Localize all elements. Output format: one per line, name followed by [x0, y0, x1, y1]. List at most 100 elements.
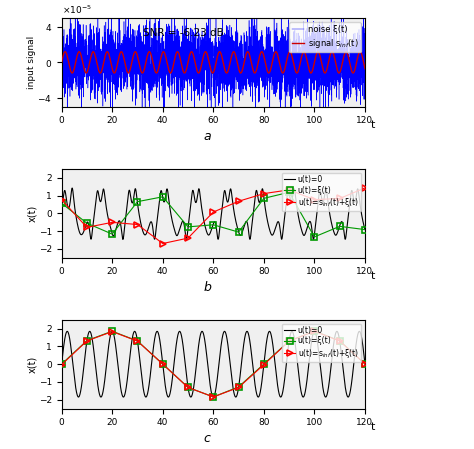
- Text: SNR = -6.23 dB: SNR = -6.23 dB: [143, 28, 223, 38]
- u(t)=0: [338, 220, 344, 225]
- u(t)=s$_{inf}$(t)+ξ(t): [185, 235, 191, 241]
- u(t)=ξ(t): [84, 338, 90, 343]
- u(t)=0: [203, 346, 209, 351]
- u(t)=0: [165, 394, 171, 400]
- u(t)=ξ(t): [286, 338, 292, 343]
- Line: u(t)=0: u(t)=0: [62, 188, 365, 239]
- noise ξ(t): [186, 60, 192, 66]
- Y-axis label: x(t): x(t): [27, 356, 37, 373]
- u(t)=s$_{inf}$(t)+ξ(t): [59, 197, 64, 202]
- u(t)=s$_{inf}$(t)+ξ(t): [160, 361, 165, 367]
- Line: u(t)=s$_{inf}$(t)+ξ(t): u(t)=s$_{inf}$(t)+ξ(t): [59, 185, 368, 247]
- Line: signal s$_{inf}$(t): signal s$_{inf}$(t): [62, 52, 365, 73]
- u(t)=ξ(t): [185, 385, 191, 390]
- Y-axis label: input signal: input signal: [27, 36, 36, 89]
- u(t)=s$_{inf}$(t)+ξ(t): [362, 361, 368, 367]
- u(t)=ξ(t): [109, 231, 115, 237]
- Line: noise ξ(t): noise ξ(t): [62, 0, 365, 120]
- u(t)=s$_{inf}$(t)+ξ(t): [362, 185, 368, 191]
- u(t)=s$_{inf}$(t)+ξ(t): [261, 191, 267, 196]
- u(t)=s$_{inf}$(t)+ξ(t): [185, 385, 191, 390]
- u(t)=ξ(t): [286, 189, 292, 195]
- u(t)=s$_{inf}$(t)+ξ(t): [210, 209, 216, 215]
- Line: u(t)=ξ(t): u(t)=ξ(t): [58, 189, 368, 240]
- Text: a: a: [203, 131, 211, 144]
- u(t)=ξ(t): [337, 224, 343, 229]
- Text: t: t: [371, 422, 375, 432]
- u(t)=s$_{inf}$(t)+ξ(t): [337, 339, 343, 344]
- u(t)=ξ(t): [135, 338, 140, 343]
- signal s$_{inf}$(t): [133, 49, 138, 54]
- u(t)=0: [362, 361, 368, 367]
- Legend: u(t)=0, u(t)=ξ(t), u(t)=s$_{inf}$(t)+ξ(t): u(t)=0, u(t)=ξ(t), u(t)=s$_{inf}$(t)+ξ(t…: [282, 324, 361, 362]
- u(t)=s$_{inf}$(t)+ξ(t): [337, 196, 343, 201]
- u(t)=ξ(t): [109, 329, 115, 334]
- u(t)=0: [186, 391, 192, 396]
- u(t)=ξ(t): [362, 361, 368, 367]
- u(t)=s$_{inf}$(t)+ξ(t): [109, 220, 115, 225]
- signal s$_{inf}$(t): [83, 70, 89, 76]
- u(t)=ξ(t): [236, 229, 241, 235]
- u(t)=s$_{inf}$(t)+ξ(t): [135, 339, 140, 344]
- u(t)=0: [186, 215, 192, 220]
- u(t)=0: [59, 361, 64, 367]
- signal s$_{inf}$(t): [279, 70, 285, 75]
- noise ξ(t): [338, 61, 344, 66]
- u(t)=s$_{inf}$(t)+ξ(t): [84, 338, 90, 343]
- u(t)=ξ(t): [135, 199, 140, 204]
- Text: t: t: [371, 120, 375, 130]
- u(t)=0: [279, 392, 285, 397]
- u(t)=ξ(t): [84, 220, 90, 226]
- noise ξ(t): [59, 51, 64, 56]
- u(t)=ξ(t): [311, 328, 317, 334]
- signal s$_{inf}$(t): [189, 49, 194, 54]
- u(t)=s$_{inf}$(t)+ξ(t): [236, 198, 241, 204]
- signal s$_{inf}$(t): [186, 54, 192, 60]
- u(t)=ξ(t): [185, 224, 191, 229]
- Line: u(t)=0: u(t)=0: [62, 331, 365, 397]
- u(t)=0: [120, 237, 126, 242]
- u(t)=s$_{inf}$(t)+ξ(t): [236, 385, 241, 390]
- Text: c: c: [204, 432, 210, 445]
- Text: t: t: [371, 271, 375, 281]
- u(t)=s$_{inf}$(t)+ξ(t): [286, 339, 292, 344]
- u(t)=s$_{inf}$(t)+ξ(t): [311, 329, 317, 334]
- u(t)=s$_{inf}$(t)+ξ(t): [210, 394, 216, 400]
- Line: u(t)=s$_{inf}$(t)+ξ(t): u(t)=s$_{inf}$(t)+ξ(t): [59, 329, 368, 400]
- u(t)=ξ(t): [59, 201, 64, 206]
- u(t)=ξ(t): [210, 222, 216, 228]
- u(t)=s$_{inf}$(t)+ξ(t): [311, 197, 317, 202]
- u(t)=0: [353, 343, 359, 349]
- u(t)=ξ(t): [210, 394, 216, 400]
- u(t)=ξ(t): [337, 338, 343, 343]
- u(t)=s$_{inf}$(t)+ξ(t): [59, 362, 64, 367]
- signal s$_{inf}$(t): [353, 63, 359, 69]
- Y-axis label: x(t): x(t): [27, 205, 37, 222]
- u(t)=0: [353, 196, 359, 202]
- u(t)=0: [64, 329, 70, 334]
- u(t)=ξ(t): [311, 234, 317, 240]
- u(t)=ξ(t): [160, 361, 165, 367]
- u(t)=0: [59, 202, 64, 207]
- noise ξ(t): [189, 44, 194, 50]
- signal s$_{inf}$(t): [203, 49, 209, 54]
- Legend: noise ξ(t), signal s$_{inf}$(t): noise ξ(t), signal s$_{inf}$(t): [289, 22, 361, 53]
- u(t)=ξ(t): [236, 384, 241, 390]
- noise ξ(t): [279, 80, 285, 85]
- noise ξ(t): [203, 66, 209, 71]
- Legend: u(t)=0, u(t)=ξ(t), u(t)=s$_{inf}$(t)+ξ(t): u(t)=0, u(t)=ξ(t), u(t)=s$_{inf}$(t)+ξ(t…: [282, 173, 361, 211]
- noise ξ(t): [362, 53, 368, 59]
- u(t)=0: [189, 393, 194, 399]
- u(t)=ξ(t): [362, 227, 368, 232]
- u(t)=s$_{inf}$(t)+ξ(t): [84, 224, 90, 230]
- u(t)=ξ(t): [160, 194, 165, 199]
- noise ξ(t): [353, 87, 359, 92]
- u(t)=0: [189, 194, 194, 199]
- u(t)=s$_{inf}$(t)+ξ(t): [135, 222, 140, 227]
- u(t)=0: [362, 227, 368, 232]
- Line: u(t)=ξ(t): u(t)=ξ(t): [58, 328, 368, 401]
- u(t)=s$_{inf}$(t)+ξ(t): [109, 329, 115, 334]
- u(t)=0: [279, 235, 285, 241]
- u(t)=ξ(t): [261, 361, 267, 367]
- u(t)=0: [69, 185, 75, 191]
